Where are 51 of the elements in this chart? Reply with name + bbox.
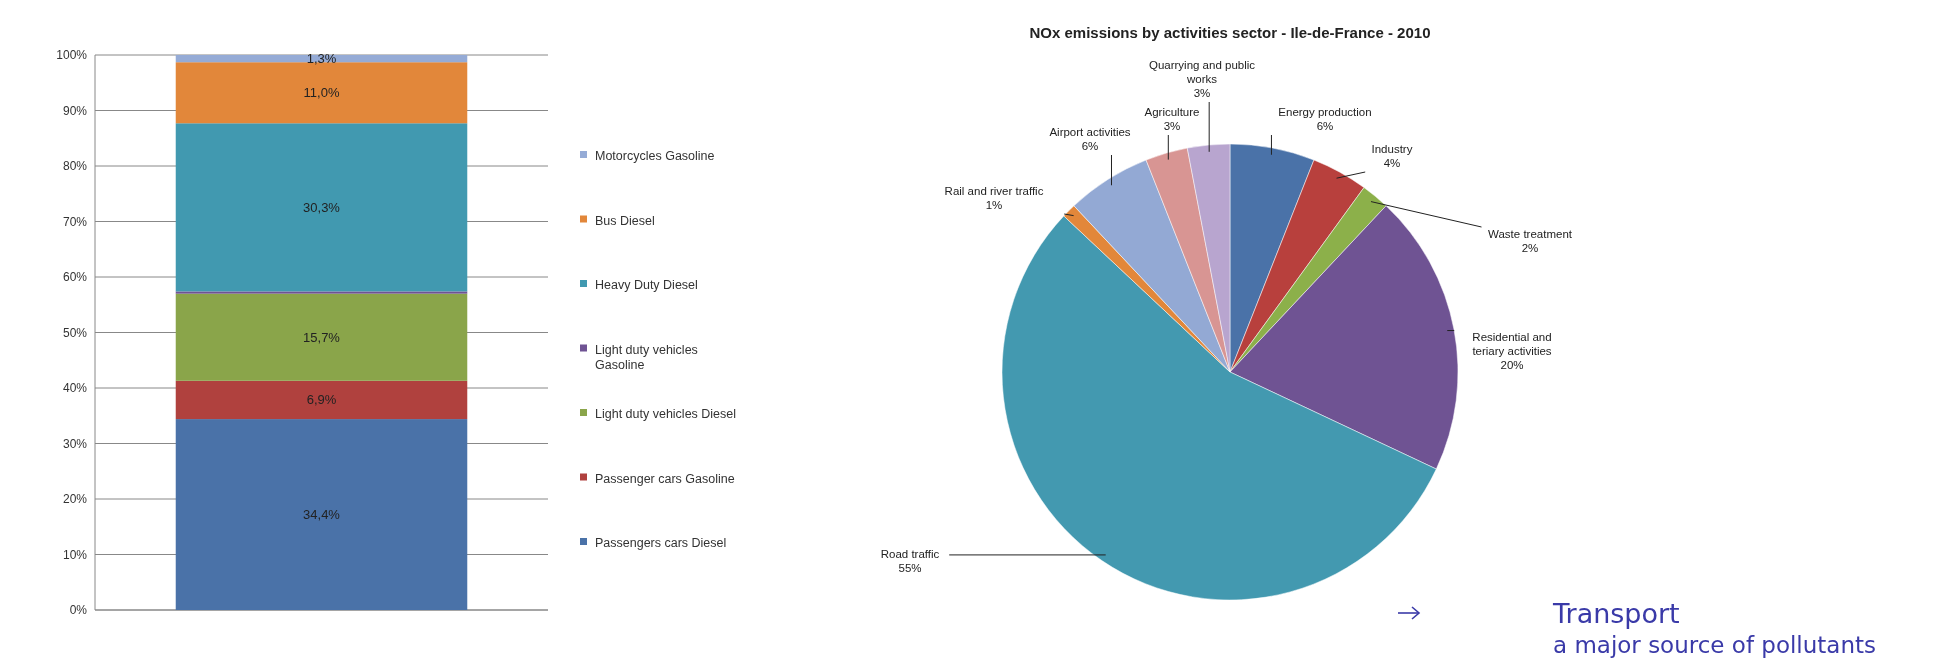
bar: [175, 380, 468, 420]
y-tick-label: 60%: [62, 270, 88, 285]
chart-title: NOx emissions by activities sector - Ile-de-France - 2010: [1029, 24, 1431, 41]
slice-label: Rail and river traffic: [944, 185, 1044, 197]
y-tick-label: 0%: [69, 603, 88, 618]
data-label: 55%: [898, 562, 922, 574]
data-label: 6%: [1316, 120, 1334, 132]
text: a major source of pollutants: [1553, 632, 1877, 658]
legend-label: Bus Diesel: [595, 213, 655, 228]
slice-label: Road traffic: [880, 548, 940, 560]
slice-label: Quarrying and public works: [1148, 59, 1256, 85]
data-label: 15,7%: [303, 329, 341, 345]
data-label: 2%: [1521, 242, 1539, 254]
bar: [175, 55, 468, 63]
legend-label: Passengers cars Diesel: [595, 536, 727, 551]
data-label: 6%: [1081, 140, 1099, 152]
bar: [175, 291, 468, 294]
legend-label: Passenger cars Gasoline: [595, 471, 735, 486]
data-label: 3%: [1163, 120, 1181, 132]
slice-label: Agriculture: [1144, 106, 1200, 118]
bar: [175, 293, 468, 381]
slice-label: Energy production: [1278, 106, 1372, 118]
data-label: 30,3%: [303, 199, 341, 215]
y-tick-label: 30%: [62, 436, 88, 451]
data-label: 20%: [1500, 359, 1524, 371]
y-tick-label: 80%: [62, 159, 88, 174]
y-tick-label: 20%: [62, 492, 88, 507]
y-tick-label: 40%: [62, 381, 88, 396]
y-tick-label: 70%: [62, 214, 88, 229]
y-tick-label: 10%: [62, 547, 88, 562]
data-label: 6,9%: [306, 392, 337, 408]
data-label: 34,4%: [303, 507, 341, 523]
legend-label: Heavy Duty Diesel: [595, 278, 698, 293]
data-label: 4%: [1383, 157, 1401, 169]
legend-label: Light duty vehicles Gasoline: [595, 342, 698, 372]
legend-label: Light duty vehicles Diesel: [595, 407, 737, 422]
legend-label: Motorcycles Gasoline: [595, 149, 715, 164]
data-label: 11,0%: [303, 85, 340, 101]
data-label: 1%: [985, 199, 1003, 211]
data-label: 3%: [1193, 87, 1211, 99]
text: Transport: [1552, 598, 1680, 629]
slice-label: Airport activities: [1049, 126, 1131, 138]
y-tick-label: 90%: [62, 103, 88, 118]
slice-label: Residential and teriary activities: [1472, 331, 1552, 357]
y-tick-label: 100%: [56, 48, 88, 63]
bar: [175, 123, 468, 292]
bar: [175, 419, 468, 610]
slice-label: Industry: [1371, 143, 1413, 155]
data-label: 1,3%: [306, 51, 337, 67]
slice-label: Waste treatment: [1488, 228, 1573, 240]
y-tick-label: 50%: [62, 325, 88, 340]
